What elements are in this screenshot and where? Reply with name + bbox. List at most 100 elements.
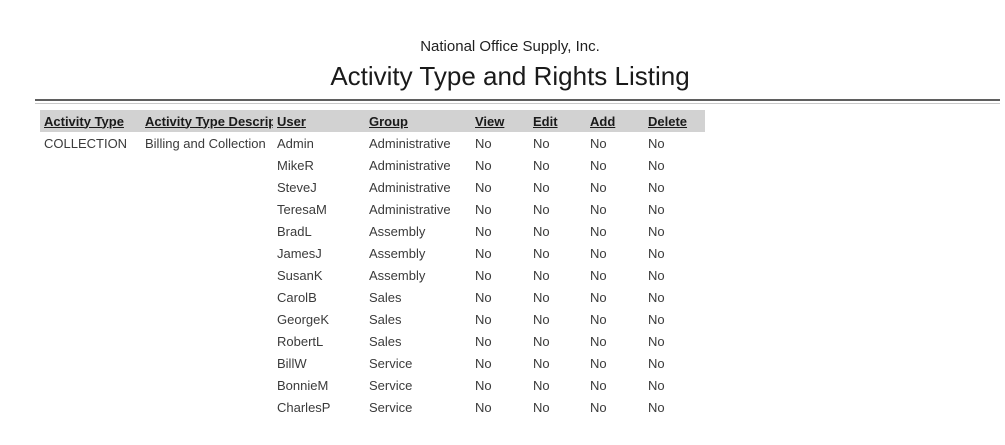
cell-add: No	[590, 289, 607, 305]
cell-user: RobertL	[277, 333, 324, 349]
cell-add: No	[590, 245, 607, 261]
cell-delete: No	[648, 267, 665, 283]
cell-activity-type-description	[141, 286, 273, 308]
cell-group: Service	[369, 377, 413, 393]
cell-view: No	[475, 201, 492, 217]
cell-activity-type	[40, 396, 141, 418]
cell-activity-type	[40, 286, 141, 308]
cell-group: Administrative	[369, 179, 451, 195]
cell-user: CharlesP	[277, 399, 331, 415]
column-header-view: View	[475, 113, 505, 129]
cell-group: Sales	[369, 289, 402, 305]
cell-edit: No	[533, 179, 550, 195]
cell-edit: No	[533, 157, 550, 173]
cell-edit: No	[533, 399, 550, 415]
column-header-activity-type: Activity Type	[44, 113, 124, 129]
cell-activity-type: COLLECTION	[44, 135, 128, 151]
cell-activity-type-description	[141, 264, 273, 286]
cell-edit: No	[533, 355, 550, 371]
table-header-row: Activity Type Activity Type Description …	[40, 110, 705, 132]
cell-group: Assembly	[369, 223, 426, 239]
column-header-group: Group	[369, 113, 408, 129]
cell-group: Administrative	[369, 157, 451, 173]
cell-user: SteveJ	[277, 179, 317, 195]
cell-view: No	[475, 399, 492, 415]
table-row: BradL Assembly No No No No	[40, 220, 705, 242]
cell-activity-type	[40, 242, 141, 264]
cell-add: No	[590, 157, 607, 173]
cell-activity-type-description	[141, 176, 273, 198]
cell-delete: No	[648, 201, 665, 217]
cell-activity-type	[40, 308, 141, 330]
cell-user: Admin	[277, 135, 314, 151]
cell-group: Administrative	[369, 135, 451, 151]
cell-group: Service	[369, 355, 413, 371]
cell-delete: No	[648, 289, 665, 305]
table-row: TeresaM Administrative No No No No	[40, 198, 705, 220]
cell-delete: No	[648, 355, 665, 371]
rights-table: Activity Type Activity Type Description …	[40, 110, 705, 418]
cell-edit: No	[533, 135, 550, 151]
cell-activity-type	[40, 176, 141, 198]
cell-view: No	[475, 355, 492, 371]
cell-view: No	[475, 333, 492, 349]
cell-edit: No	[533, 377, 550, 393]
cell-view: No	[475, 267, 492, 283]
cell-activity-type-description	[141, 154, 273, 176]
cell-activity-type-description	[141, 374, 273, 396]
cell-add: No	[590, 267, 607, 283]
table-row: SusanK Assembly No No No No	[40, 264, 705, 286]
cell-edit: No	[533, 245, 550, 261]
cell-group: Sales	[369, 311, 402, 327]
cell-user: BonnieM	[277, 377, 329, 393]
cell-edit: No	[533, 201, 550, 217]
cell-activity-type	[40, 374, 141, 396]
table-body: COLLECTION Billing and Collection Admin …	[40, 132, 705, 418]
cell-view: No	[475, 179, 492, 195]
cell-group: Assembly	[369, 245, 426, 261]
table-row: CharlesP Service No No No No	[40, 396, 705, 418]
cell-delete: No	[648, 157, 665, 173]
cell-edit: No	[533, 223, 550, 239]
cell-view: No	[475, 223, 492, 239]
column-header-delete: Delete	[648, 113, 688, 129]
cell-add: No	[590, 355, 607, 371]
cell-activity-type-description: Billing and Collection	[145, 135, 266, 151]
table-row: COLLECTION Billing and Collection Admin …	[40, 132, 705, 154]
cell-delete: No	[648, 333, 665, 349]
cell-view: No	[475, 157, 492, 173]
cell-activity-type-description	[141, 242, 273, 264]
cell-group: Assembly	[369, 267, 426, 283]
cell-view: No	[475, 311, 492, 327]
divider-thick-line	[35, 99, 1000, 101]
cell-add: No	[590, 201, 607, 217]
table-header: Activity Type Activity Type Description …	[40, 110, 705, 132]
cell-add: No	[590, 311, 607, 327]
cell-activity-type-description	[141, 220, 273, 242]
header-divider	[35, 99, 1000, 104]
cell-activity-type-description	[141, 330, 273, 352]
cell-view: No	[475, 377, 492, 393]
table-row: SteveJ Administrative No No No No	[40, 176, 705, 198]
cell-group: Sales	[369, 333, 402, 349]
cell-activity-type-description	[141, 308, 273, 330]
cell-add: No	[590, 377, 607, 393]
cell-activity-type	[40, 330, 141, 352]
table-row: JamesJ Assembly No No No No	[40, 242, 705, 264]
cell-edit: No	[533, 333, 550, 349]
rights-table-container: Activity Type Activity Type Description …	[40, 110, 705, 418]
table-row: MikeR Administrative No No No No	[40, 154, 705, 176]
cell-delete: No	[648, 377, 665, 393]
cell-group: Administrative	[369, 201, 451, 217]
cell-view: No	[475, 289, 492, 305]
cell-activity-type-description	[141, 198, 273, 220]
table-row: CarolB Sales No No No No	[40, 286, 705, 308]
cell-user: JamesJ	[277, 245, 322, 261]
cell-activity-type	[40, 264, 141, 286]
cell-delete: No	[648, 311, 665, 327]
cell-user: SusanK	[277, 267, 323, 283]
cell-activity-type	[40, 154, 141, 176]
table-row: BillW Service No No No No	[40, 352, 705, 374]
cell-delete: No	[648, 399, 665, 415]
table-row: GeorgeK Sales No No No No	[40, 308, 705, 330]
